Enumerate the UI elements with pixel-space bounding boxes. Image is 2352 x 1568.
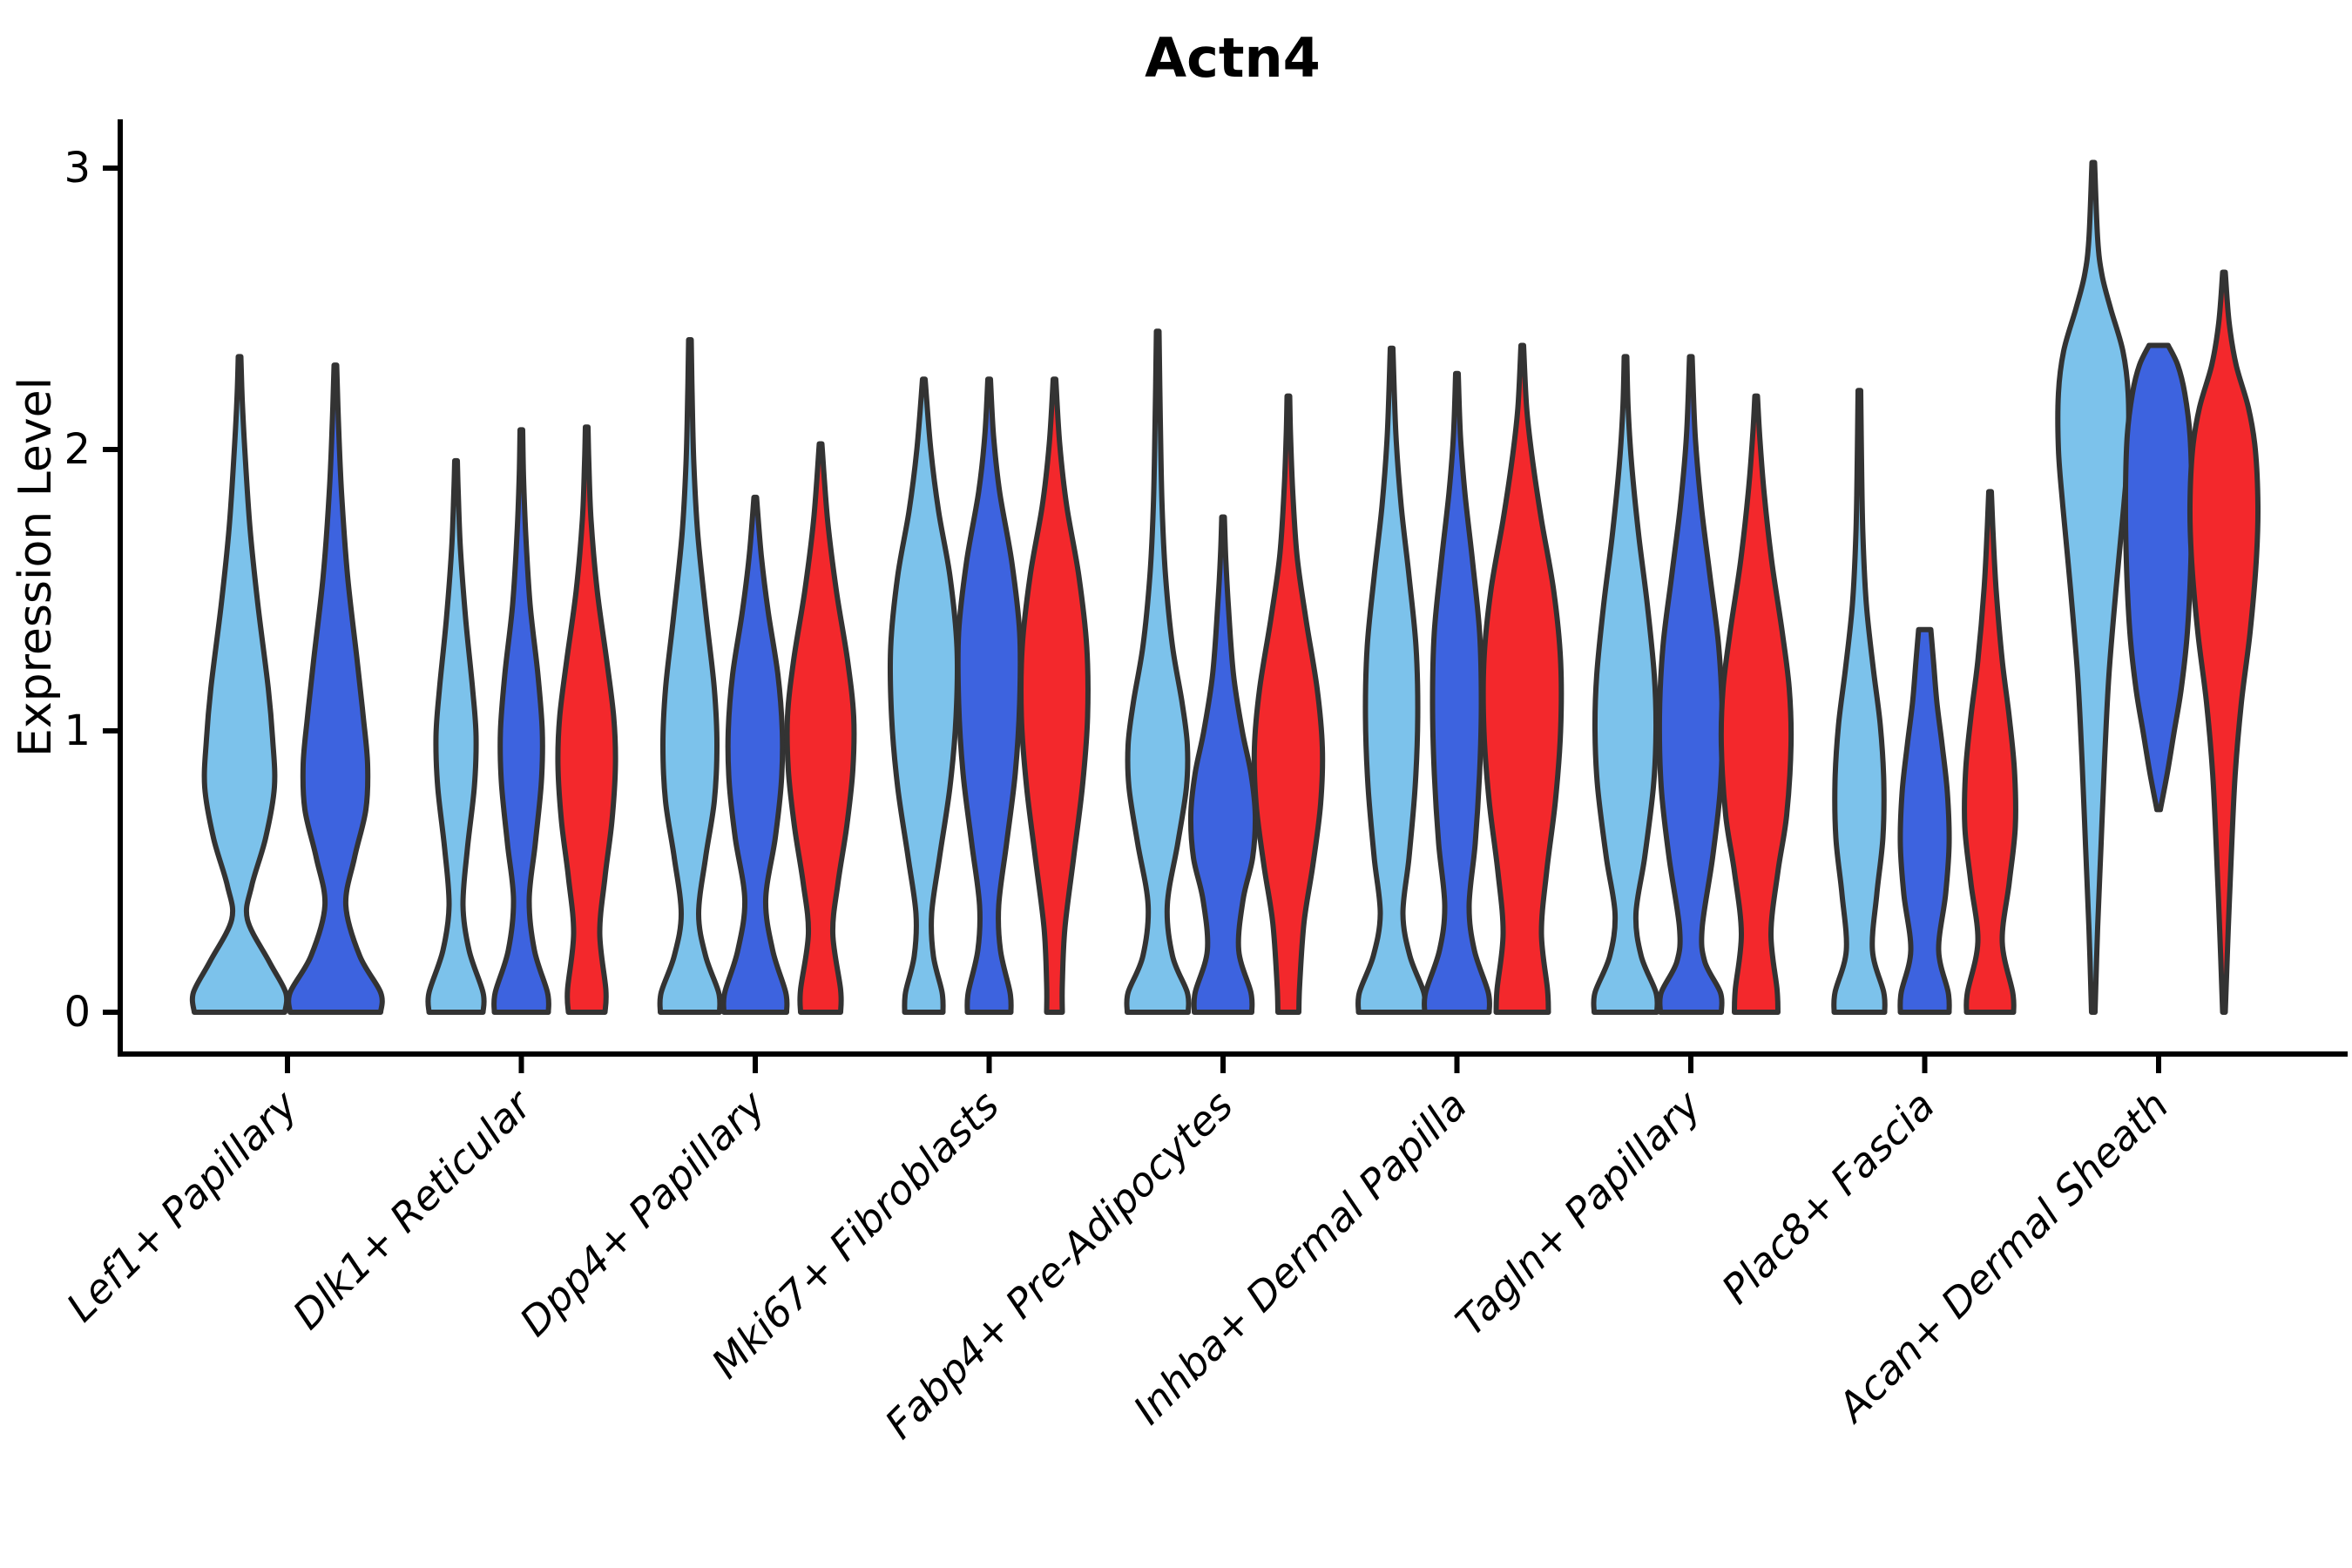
violin-fabp4-pre-adipocytes-split_c — [1251, 393, 1326, 1015]
violin-dpp4-papillary-split_b — [720, 494, 790, 1015]
violin-dpp4-papillary-split_a — [657, 337, 723, 1015]
y-tick-label: 1 — [64, 706, 91, 755]
violin-fabp4-pre-adipocytes-split_b — [1187, 514, 1259, 1015]
y-tick-label: 2 — [64, 425, 91, 474]
violin-dpp4-papillary-split_c — [784, 441, 857, 1015]
violin-inhba-dermal-papilla-split_b — [1422, 370, 1492, 1015]
violin-lef1-papillary-split_b — [286, 362, 385, 1015]
violin-acan-dermal-sheath-split_a — [2055, 159, 2132, 1015]
x-tick-label-3: Dpp4+ Papillary — [510, 1081, 774, 1345]
y-tick-label: 0 — [64, 988, 91, 1037]
violin-mki67-fibroblasts-split_b — [955, 376, 1024, 1015]
violin-dlk1-reticular-split_b — [491, 427, 551, 1015]
violin-lef1-papillary-split_a — [189, 354, 290, 1015]
violin-tagln-papillary-split_c — [1718, 393, 1794, 1015]
x-tick-label-1: Lef1+ Papillary — [57, 1081, 307, 1330]
y-tick-label: 3 — [64, 144, 91, 193]
violin-dlk1-reticular-split_a — [425, 457, 487, 1015]
x-tick-label-2: Dlk1+ Reticular — [284, 1079, 543, 1338]
violin-tagln-papillary-split_a — [1591, 354, 1660, 1015]
violin-inhba-dermal-papilla-split_a — [1355, 345, 1428, 1015]
violin-plac8-fascia-split_a — [1831, 388, 1888, 1015]
violin-mki67-fibroblasts-split_a — [887, 376, 961, 1015]
y-axis-label: Expression Level — [10, 377, 62, 757]
x-tick-label-8: Plac8+ Fascia — [1713, 1082, 1943, 1313]
violin-mki67-fibroblasts-split_c — [1018, 376, 1091, 1015]
violin-plac8-fascia-split_c — [1962, 489, 2018, 1015]
violin-acan-dermal-sheath-split_b — [2122, 342, 2195, 813]
chart-title: Actn4 — [1145, 26, 1321, 90]
x-tick-label-7: Tagln+ Papillary — [1446, 1081, 1710, 1345]
violin-tagln-papillary-split_b — [1656, 354, 1726, 1015]
violin-acan-dermal-sheath-split_c — [2186, 269, 2261, 1015]
violin-dlk1-reticular-split_c — [555, 424, 618, 1015]
violin-fabp4-pre-adipocytes-split_a — [1124, 328, 1192, 1015]
violin-inhba-dermal-papilla-split_c — [1480, 342, 1565, 1015]
violin-plac8-fascia-split_b — [1897, 626, 1952, 1015]
